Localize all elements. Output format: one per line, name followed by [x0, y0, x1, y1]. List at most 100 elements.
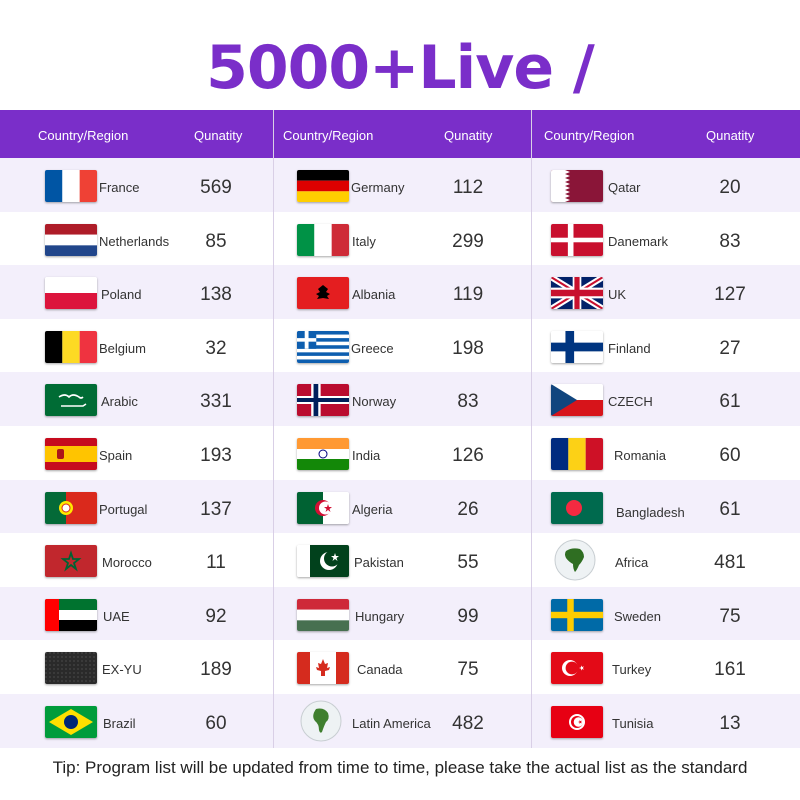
quantity-value: 112 [452, 177, 484, 198]
quantity-value: 193 [200, 444, 232, 466]
quantity-value: 55 [457, 552, 479, 574]
quantity-value: 92 [205, 605, 227, 627]
quantity-value: 75 [719, 605, 741, 627]
column-header: Country/Region Qunatity [0, 110, 273, 158]
country-name: Poland [101, 287, 142, 303]
qatar-flag-icon [551, 170, 603, 202]
algeria-flag-icon [297, 491, 349, 524]
table-column-2: Country/Region Qunatity Germany 112 Ital… [274, 110, 532, 748]
country-name: India [352, 447, 381, 463]
table-row: Portugal 137 [0, 479, 273, 534]
spain-flag-icon [45, 437, 97, 470]
quantity-value: 32 [205, 337, 227, 359]
country-name: Canada [357, 662, 403, 678]
table-row: Qatar 20 [532, 158, 800, 212]
quantity-value: 119 [452, 284, 484, 306]
country-name: CZECH [608, 394, 653, 410]
poland-flag-icon [45, 277, 97, 310]
quantity-value: 13 [719, 712, 741, 734]
table-column-1: Country/Region Qunatity France 569 Nethe… [0, 110, 274, 748]
table-row: Belgium 32 [0, 318, 273, 373]
quantity-value: 60 [719, 444, 741, 466]
quantity-value: 83 [457, 391, 479, 413]
table-row: Hungary 99 [274, 586, 531, 641]
table-row: India 126 [274, 425, 531, 480]
country-name: Arabic [101, 394, 138, 410]
country-name: Danemark [608, 233, 668, 249]
quantity-value: 137 [200, 498, 232, 520]
channel-table: Country/Region Qunatity France 569 Nethe… [0, 110, 800, 748]
morocco-flag-icon [45, 545, 97, 578]
quantity-value: 482 [452, 712, 484, 734]
quantity-value: 85 [205, 230, 227, 252]
quantity-header: Qunatity [706, 128, 755, 143]
quantity-value: 481 [714, 552, 746, 574]
quantity-value: 189 [200, 659, 232, 681]
table-row: EX-YU 189 [0, 640, 273, 694]
country-name: Belgium [99, 340, 146, 356]
table-row: UAE 92 [0, 586, 273, 641]
tunisia-flag-icon [551, 705, 603, 738]
country-name: Latin America [352, 715, 431, 731]
pakistan-flag-icon [297, 545, 349, 578]
romania-flag-icon [551, 437, 603, 470]
brazil-flag-icon [45, 705, 97, 738]
quantity-value: 27 [719, 337, 741, 359]
table-row: Morocco 11 [0, 533, 273, 587]
country-name: Portugal [99, 501, 148, 517]
country-name: Romania [614, 447, 667, 463]
country-name: Netherlands [99, 233, 170, 249]
quantity-value: 11 [206, 552, 226, 574]
saudi-flag-icon [45, 384, 97, 417]
ex-yu-flag-icon [45, 652, 97, 685]
quantity-value: 61 [719, 391, 741, 413]
turkey-flag-icon [551, 652, 603, 685]
italy-flag-icon [297, 223, 349, 256]
table-row: Finland 27 [532, 318, 800, 373]
quantity-value: 161 [714, 659, 746, 681]
table-row: Danemark 83 [532, 211, 800, 266]
quantity-value: 299 [452, 230, 484, 252]
table-row: Albania 119 [274, 265, 531, 319]
table-row: Algeria 26 [274, 479, 531, 534]
quantity-value: 26 [457, 498, 479, 520]
table-column-3: Country/Region Qunatity Qatar 20 Danemar… [532, 110, 800, 748]
country-name: Brazil [103, 715, 136, 731]
country-name: Finland [608, 340, 651, 356]
country-name: Albania [352, 287, 396, 303]
country-name: UAE [103, 608, 130, 624]
table-row: Tunisia 13 [532, 693, 800, 748]
country-name: EX-YU [102, 662, 142, 678]
table-row: CZECH 61 [532, 372, 800, 426]
column-header: Country/Region Qunatity [532, 110, 800, 158]
finland-flag-icon [551, 330, 603, 363]
germany-flag-icon [297, 170, 349, 202]
country-name: Algeria [352, 501, 393, 517]
table-row: Germany 112 [274, 158, 531, 212]
table-row: Africa 481 [532, 533, 800, 587]
quantity-value: 20 [719, 177, 741, 198]
country-name: Italy [352, 233, 376, 249]
page-title: 5000+Live / 13,000+VOD [191, 33, 610, 183]
country-name: Greece [351, 340, 394, 356]
india-flag-icon [297, 437, 349, 470]
country-name: Bangladesh [616, 504, 685, 520]
quantity-header: Qunatity [194, 128, 243, 143]
table-row: Arabic 331 [0, 372, 273, 426]
latin-america-globe-icon [300, 700, 342, 742]
country-name: Qatar [608, 180, 641, 195]
quantity-value: 331 [200, 391, 232, 413]
africa-globe-icon [554, 539, 596, 581]
canada-flag-icon [297, 652, 349, 685]
table-row: Norway 83 [274, 372, 531, 426]
uae-flag-icon [45, 598, 97, 631]
hungary-flag-icon [297, 598, 349, 631]
quantity-value: 569 [200, 177, 232, 198]
country-name: Sweden [614, 608, 661, 624]
country-name: Tunisia [612, 715, 654, 731]
uk-flag-icon [551, 277, 603, 310]
table-row: Pakistan 55 [274, 533, 531, 587]
quantity-value: 127 [714, 284, 746, 306]
table-row: France 569 [0, 158, 273, 212]
quantity-header: Qunatity [444, 128, 493, 143]
